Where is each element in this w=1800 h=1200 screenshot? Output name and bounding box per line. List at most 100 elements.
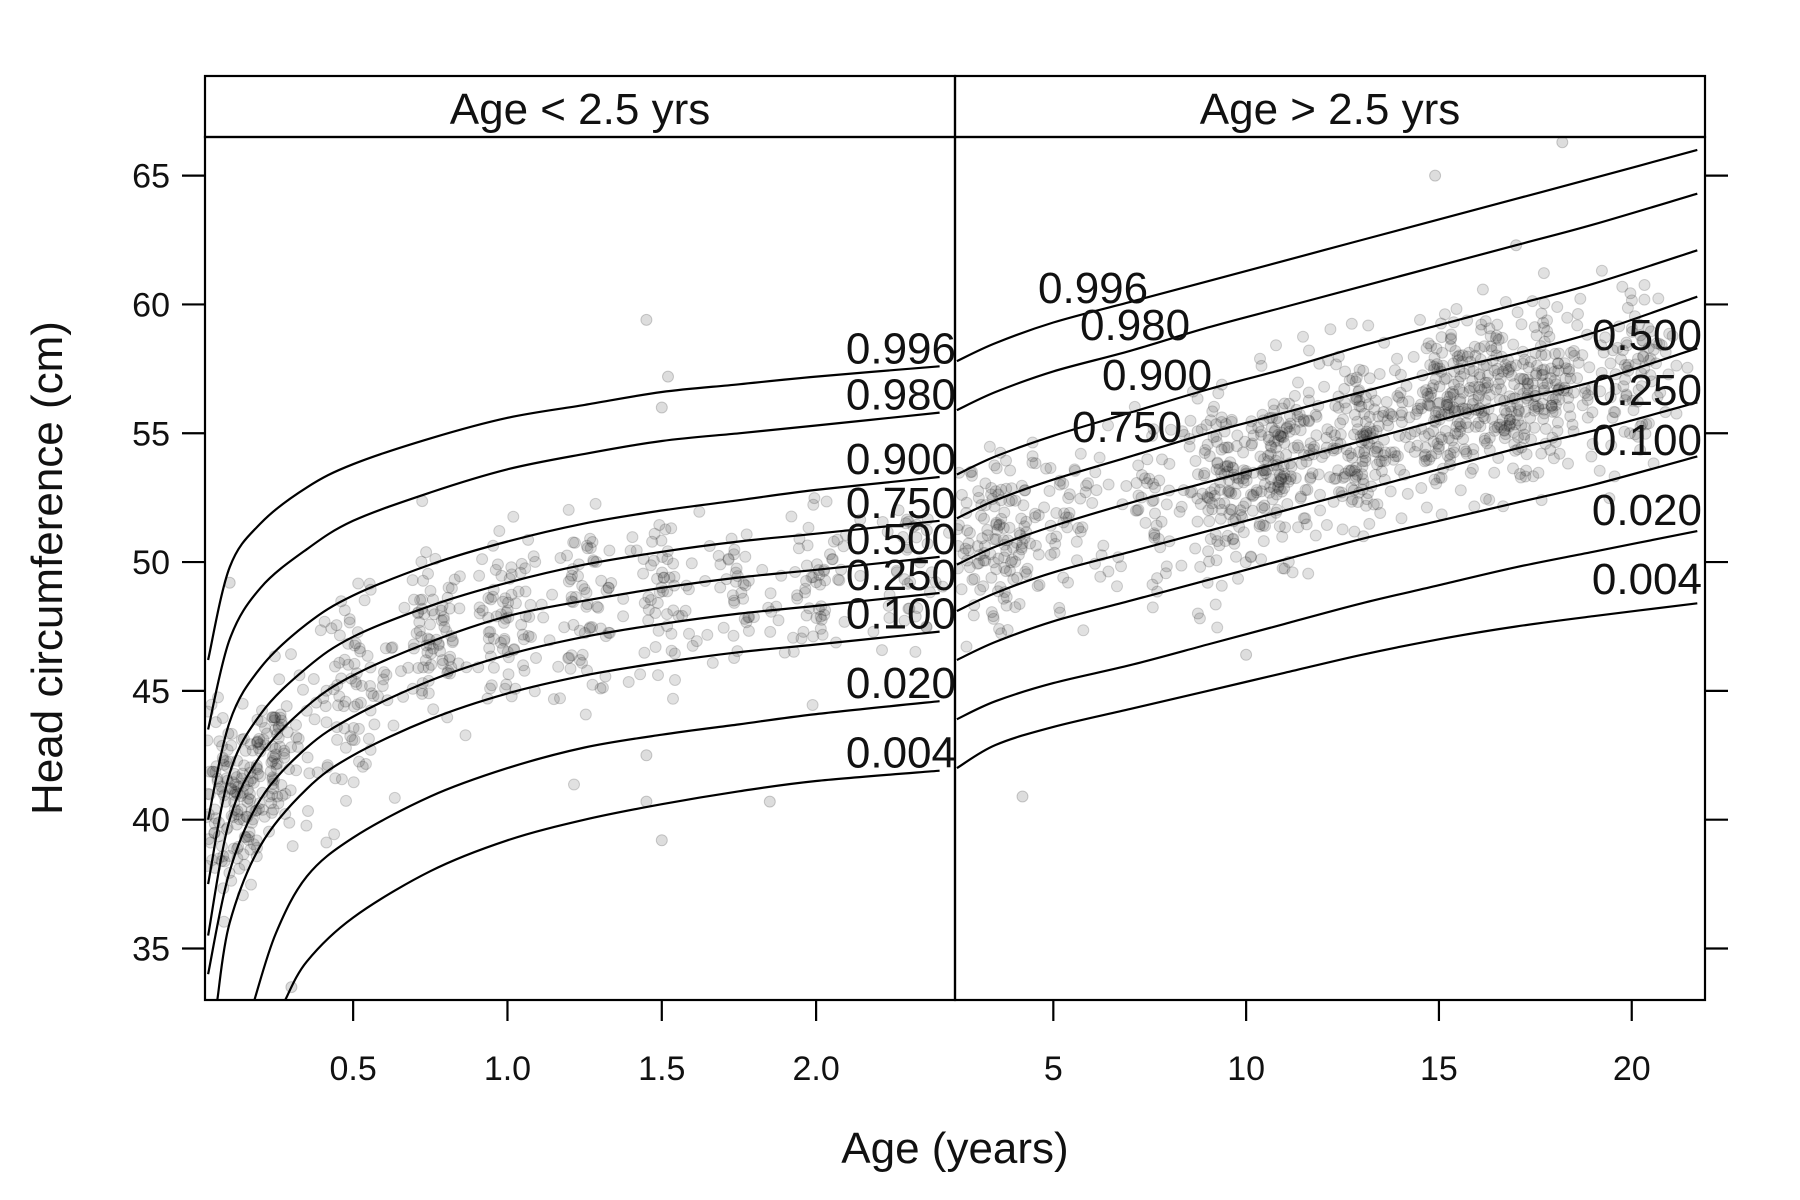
data-point [990, 518, 1003, 531]
data-point [1532, 466, 1545, 479]
data-point [1448, 378, 1460, 391]
data-point [209, 716, 222, 729]
data-point [1283, 397, 1296, 410]
data-point [1535, 447, 1548, 460]
data-point [1479, 376, 1492, 389]
data-point [1054, 606, 1066, 619]
data-point [485, 679, 498, 692]
data-point [1450, 420, 1463, 433]
data-point [1492, 333, 1505, 346]
data-point [1363, 517, 1376, 530]
data-point [1562, 392, 1575, 404]
data-point [974, 583, 987, 596]
data-point [482, 592, 495, 604]
data-point [977, 554, 990, 567]
data-point [515, 618, 528, 631]
data-point [302, 805, 314, 817]
data-point [320, 836, 333, 849]
data-point [1353, 395, 1366, 407]
data-point [253, 732, 266, 745]
data-point [425, 658, 438, 671]
data-point [584, 542, 597, 554]
data-point [424, 584, 437, 597]
data-point [1263, 434, 1275, 446]
data-point [1273, 520, 1286, 533]
data-point [436, 654, 449, 667]
data-point [617, 610, 630, 623]
data-point [435, 604, 448, 617]
data-point [1420, 384, 1432, 397]
data-point [1510, 359, 1523, 372]
data-point [1001, 624, 1014, 636]
data-point [348, 734, 361, 746]
data-point [901, 541, 914, 554]
data-point [416, 687, 429, 700]
data-point [1303, 415, 1315, 428]
data-point [1314, 504, 1327, 517]
data-point [722, 553, 735, 566]
data-point [832, 573, 845, 586]
data-point [251, 736, 264, 748]
data-point [739, 550, 752, 563]
data-point [1638, 279, 1651, 291]
data-point [1237, 526, 1250, 539]
data-point [419, 654, 432, 667]
data-point [1362, 398, 1375, 411]
data-point [517, 659, 530, 672]
centile-curve-0-020 [956, 530, 1698, 721]
data-point [258, 810, 271, 823]
data-point [1457, 433, 1470, 445]
data-point [1451, 350, 1464, 363]
data-point [1222, 441, 1235, 454]
data-point [237, 848, 250, 861]
data-point [1132, 459, 1145, 472]
data-point [241, 783, 254, 796]
data-point [385, 642, 398, 654]
data-point [275, 779, 288, 791]
data-point [897, 531, 909, 543]
data-point [586, 678, 599, 691]
data-point [264, 765, 277, 778]
data-point [562, 652, 575, 665]
data-point [1522, 378, 1535, 390]
data-point [1604, 391, 1617, 404]
data-point [537, 611, 550, 624]
data-point [338, 604, 351, 617]
data-point [1310, 429, 1323, 442]
data-point [1332, 401, 1345, 414]
data-point [1221, 459, 1234, 472]
data-point [252, 767, 264, 780]
data-point [250, 736, 263, 749]
data-point [271, 790, 284, 803]
centile-curve-0-250 [207, 591, 940, 975]
data-point [562, 503, 575, 516]
data-point [1492, 368, 1505, 381]
data-point [1449, 345, 1462, 357]
data-point [1012, 548, 1025, 561]
data-point [1538, 407, 1551, 420]
data-point [1019, 565, 1032, 578]
centile-curve-0-004 [956, 602, 1698, 770]
data-point [1048, 546, 1061, 559]
data-point [266, 788, 279, 801]
data-point [340, 794, 352, 807]
data-point [722, 552, 735, 565]
data-point [1053, 601, 1066, 614]
data-point [1338, 470, 1351, 483]
data-point [1191, 515, 1204, 528]
data-point [352, 722, 365, 735]
data-point [1254, 425, 1267, 438]
data-point [739, 579, 752, 592]
data-point [655, 534, 668, 547]
data-point [1466, 374, 1479, 387]
panel-frame [203, 74, 1707, 1002]
data-point [1320, 519, 1333, 531]
data-point [352, 577, 365, 590]
data-point [824, 548, 836, 561]
data-point [1175, 559, 1188, 572]
data-point [567, 536, 580, 549]
data-point [243, 830, 255, 843]
data-point [989, 533, 1002, 546]
data-point [269, 748, 282, 761]
data-point [413, 616, 426, 629]
